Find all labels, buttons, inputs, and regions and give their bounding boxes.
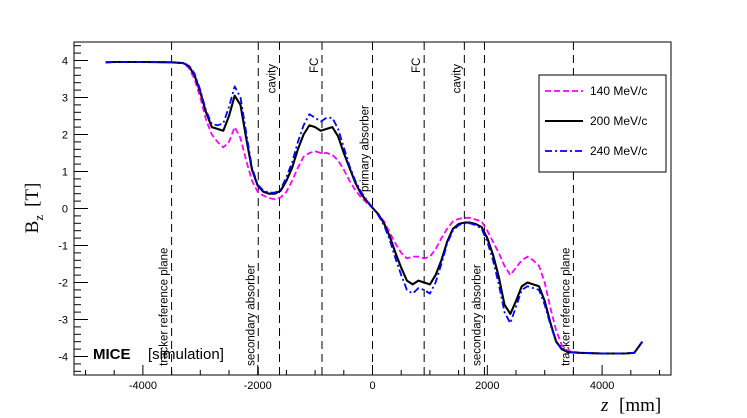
legend-box [538,74,667,173]
marker-label-5: FC [411,58,423,73]
watermark-simulation: [simulation] [148,346,224,363]
x-axis-unit: [mm] [619,395,661,416]
x-tick-label-4: 4000 [590,380,614,392]
x-axis-ticks: -4000 -2000 0 2000 4000 [84,365,661,392]
y-axis-subscript: z [31,215,46,221]
marker-label-7: secondary absorber [471,264,483,366]
marker-label-6: cavity [451,64,463,94]
y-tick-label-4: 0 [62,204,68,216]
legend-label-0: 140 MeV/c [590,84,647,98]
svg-text:Bz[T]: Bz [T] [22,183,46,234]
marker-label-8: tracker reference plane [560,248,572,366]
legend-label-2: 240 MeV/c [590,144,647,158]
marker-label-3: FC [309,58,321,73]
y-tick-label-0: -4 [58,352,68,364]
series-line-2 [105,61,644,355]
y-tick-label-3: -1 [58,241,68,253]
watermark-mice: MICE [93,346,131,363]
marker-lines [171,42,574,375]
x-axis-symbol: z [600,395,609,416]
x-tick-label-3: 2000 [475,380,499,392]
y-axis-unit: [T] [22,183,43,207]
marker-label-0: tracker reference plane [159,248,171,366]
y-axis-symbol: B [22,221,43,234]
x-tick-label-2: 0 [369,380,375,392]
marker-label-2: cavity [267,64,279,94]
y-tick-label-2: -2 [58,278,68,290]
y-axis-title: Bz [T] [22,183,46,234]
x-tick-label-1: -2000 [244,380,272,392]
legend-entries: 140 MeV/c 200 MeV/c 240 MeV/c [545,84,647,158]
legend: 140 MeV/c 200 MeV/c 240 MeV/c [538,74,667,173]
y-tick-label-6: 2 [62,130,68,142]
marker-label-4: primary absorber [360,105,372,192]
x-tick-label-0: -4000 [129,380,157,392]
marker-labels: tracker reference plane secondary absorbe… [159,58,573,366]
y-axis-ticks: -4 -3 -2 -1 0 1 2 3 4 [58,45,88,372]
y-tick-label-1: -3 [58,315,68,327]
y-tick-label-7: 3 [62,93,68,105]
legend-label-1: 200 MeV/c [590,114,647,128]
y-tick-label-5: 1 [62,167,68,179]
series-lines [105,60,644,355]
y-tick-label-8: 4 [62,56,68,68]
marker-label-1: secondary absorber [245,264,257,366]
